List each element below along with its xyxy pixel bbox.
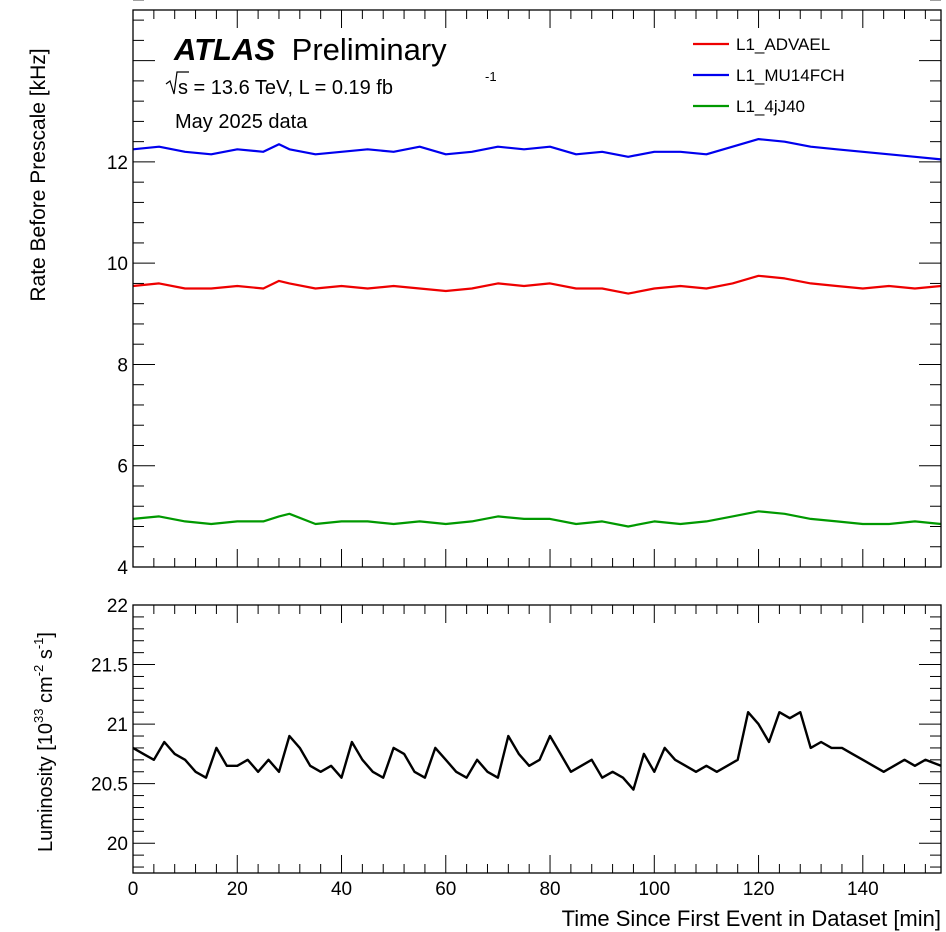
lumi-exponent: -1: [485, 69, 497, 84]
x-tick-label: 120: [743, 879, 775, 900]
x-tick-label: 20: [227, 879, 248, 900]
top-panel-ticks: [132, 0, 941, 568]
bottom-panel-ylabel: Luminosity [1033 cm-2 s-1]: [31, 632, 57, 852]
x-tick-label: 0: [128, 879, 139, 900]
x-tick-label: 140: [847, 879, 879, 900]
series-line-l1-mu14fch: [132, 138, 942, 161]
bottom-panel: 20 20.5 21 21.5 22 0 20 40 60 80 100 120 140 Lumino…: [31, 596, 942, 931]
x-tick-label: 60: [435, 879, 456, 900]
top-panel-ytick-labels: 4 6 8 10 12: [107, 153, 129, 579]
series-line-l1-advael: [132, 274, 942, 295]
top-panel-frame: [132, 9, 942, 568]
energy-prefix: s: [178, 77, 188, 99]
y-tick-label: 4: [117, 558, 128, 579]
legend: L1_ADVAEL L1_MU14FCH L1_4jJ40: [693, 35, 845, 116]
legend-label: L1_MU14FCH: [736, 66, 845, 85]
bottom-panel-ytick-labels: 20 20.5 21 21.5 22: [91, 596, 128, 855]
y-tick-label: 21.5: [91, 656, 128, 677]
y-tick-label: 20: [107, 834, 128, 855]
bottom-panel-xlabel: Time Since First Event in Dataset [min]: [562, 906, 941, 931]
bottom-panel-xtick-labels: 0 20 40 60 80 100 120 140: [128, 879, 879, 900]
bottom-panel-series: [132, 711, 942, 791]
y-tick-label: 10: [107, 254, 128, 275]
y-tick-label: 21: [107, 715, 128, 736]
series-line-l1-4jj40: [132, 510, 942, 528]
sqrt-symbol: [165, 71, 189, 95]
series-line-luminosity: [132, 711, 942, 791]
atlas-experiment: ATLAS: [173, 32, 275, 67]
energy-text: = 13.6 TeV, L = 0.19 fb: [188, 77, 393, 99]
svg-text:s = 13.6 TeV, L = 0.19 fb: s = 13.6 TeV, L = 0.19 fb: [178, 77, 393, 99]
x-tick-label: 40: [331, 879, 352, 900]
y-tick-label: 6: [117, 457, 128, 478]
y-tick-label: 8: [117, 355, 128, 376]
svg-text:ATLAS Preliminary: ATLAS Preliminary: [173, 32, 447, 67]
y-tick-label: 20.5: [91, 775, 128, 796]
top-panel-series: [132, 138, 942, 528]
top-panel-ylabel: Rate Before Prescale [kHz]: [27, 48, 50, 301]
legend-label: L1_ADVAEL: [736, 35, 830, 54]
atlas-status: Preliminary: [292, 32, 448, 67]
x-tick-label: 80: [539, 879, 560, 900]
atlas-label: ATLAS Preliminary s = 13.6 TeV, L = 0.19…: [165, 32, 497, 133]
x-tick-label: 100: [638, 879, 670, 900]
y-tick-label: 22: [107, 596, 128, 617]
top-panel: 4 6 8 10 12 Rate Before Prescale [kHz] ATLAS…: [27, 0, 942, 579]
legend-label: L1_4jJ40: [736, 97, 805, 116]
y-tick-label: 12: [107, 153, 128, 174]
bottom-panel-frame: [132, 604, 942, 874]
data-period: May 2025 data: [175, 111, 308, 133]
bottom-panel-ticks: [132, 604, 941, 873]
